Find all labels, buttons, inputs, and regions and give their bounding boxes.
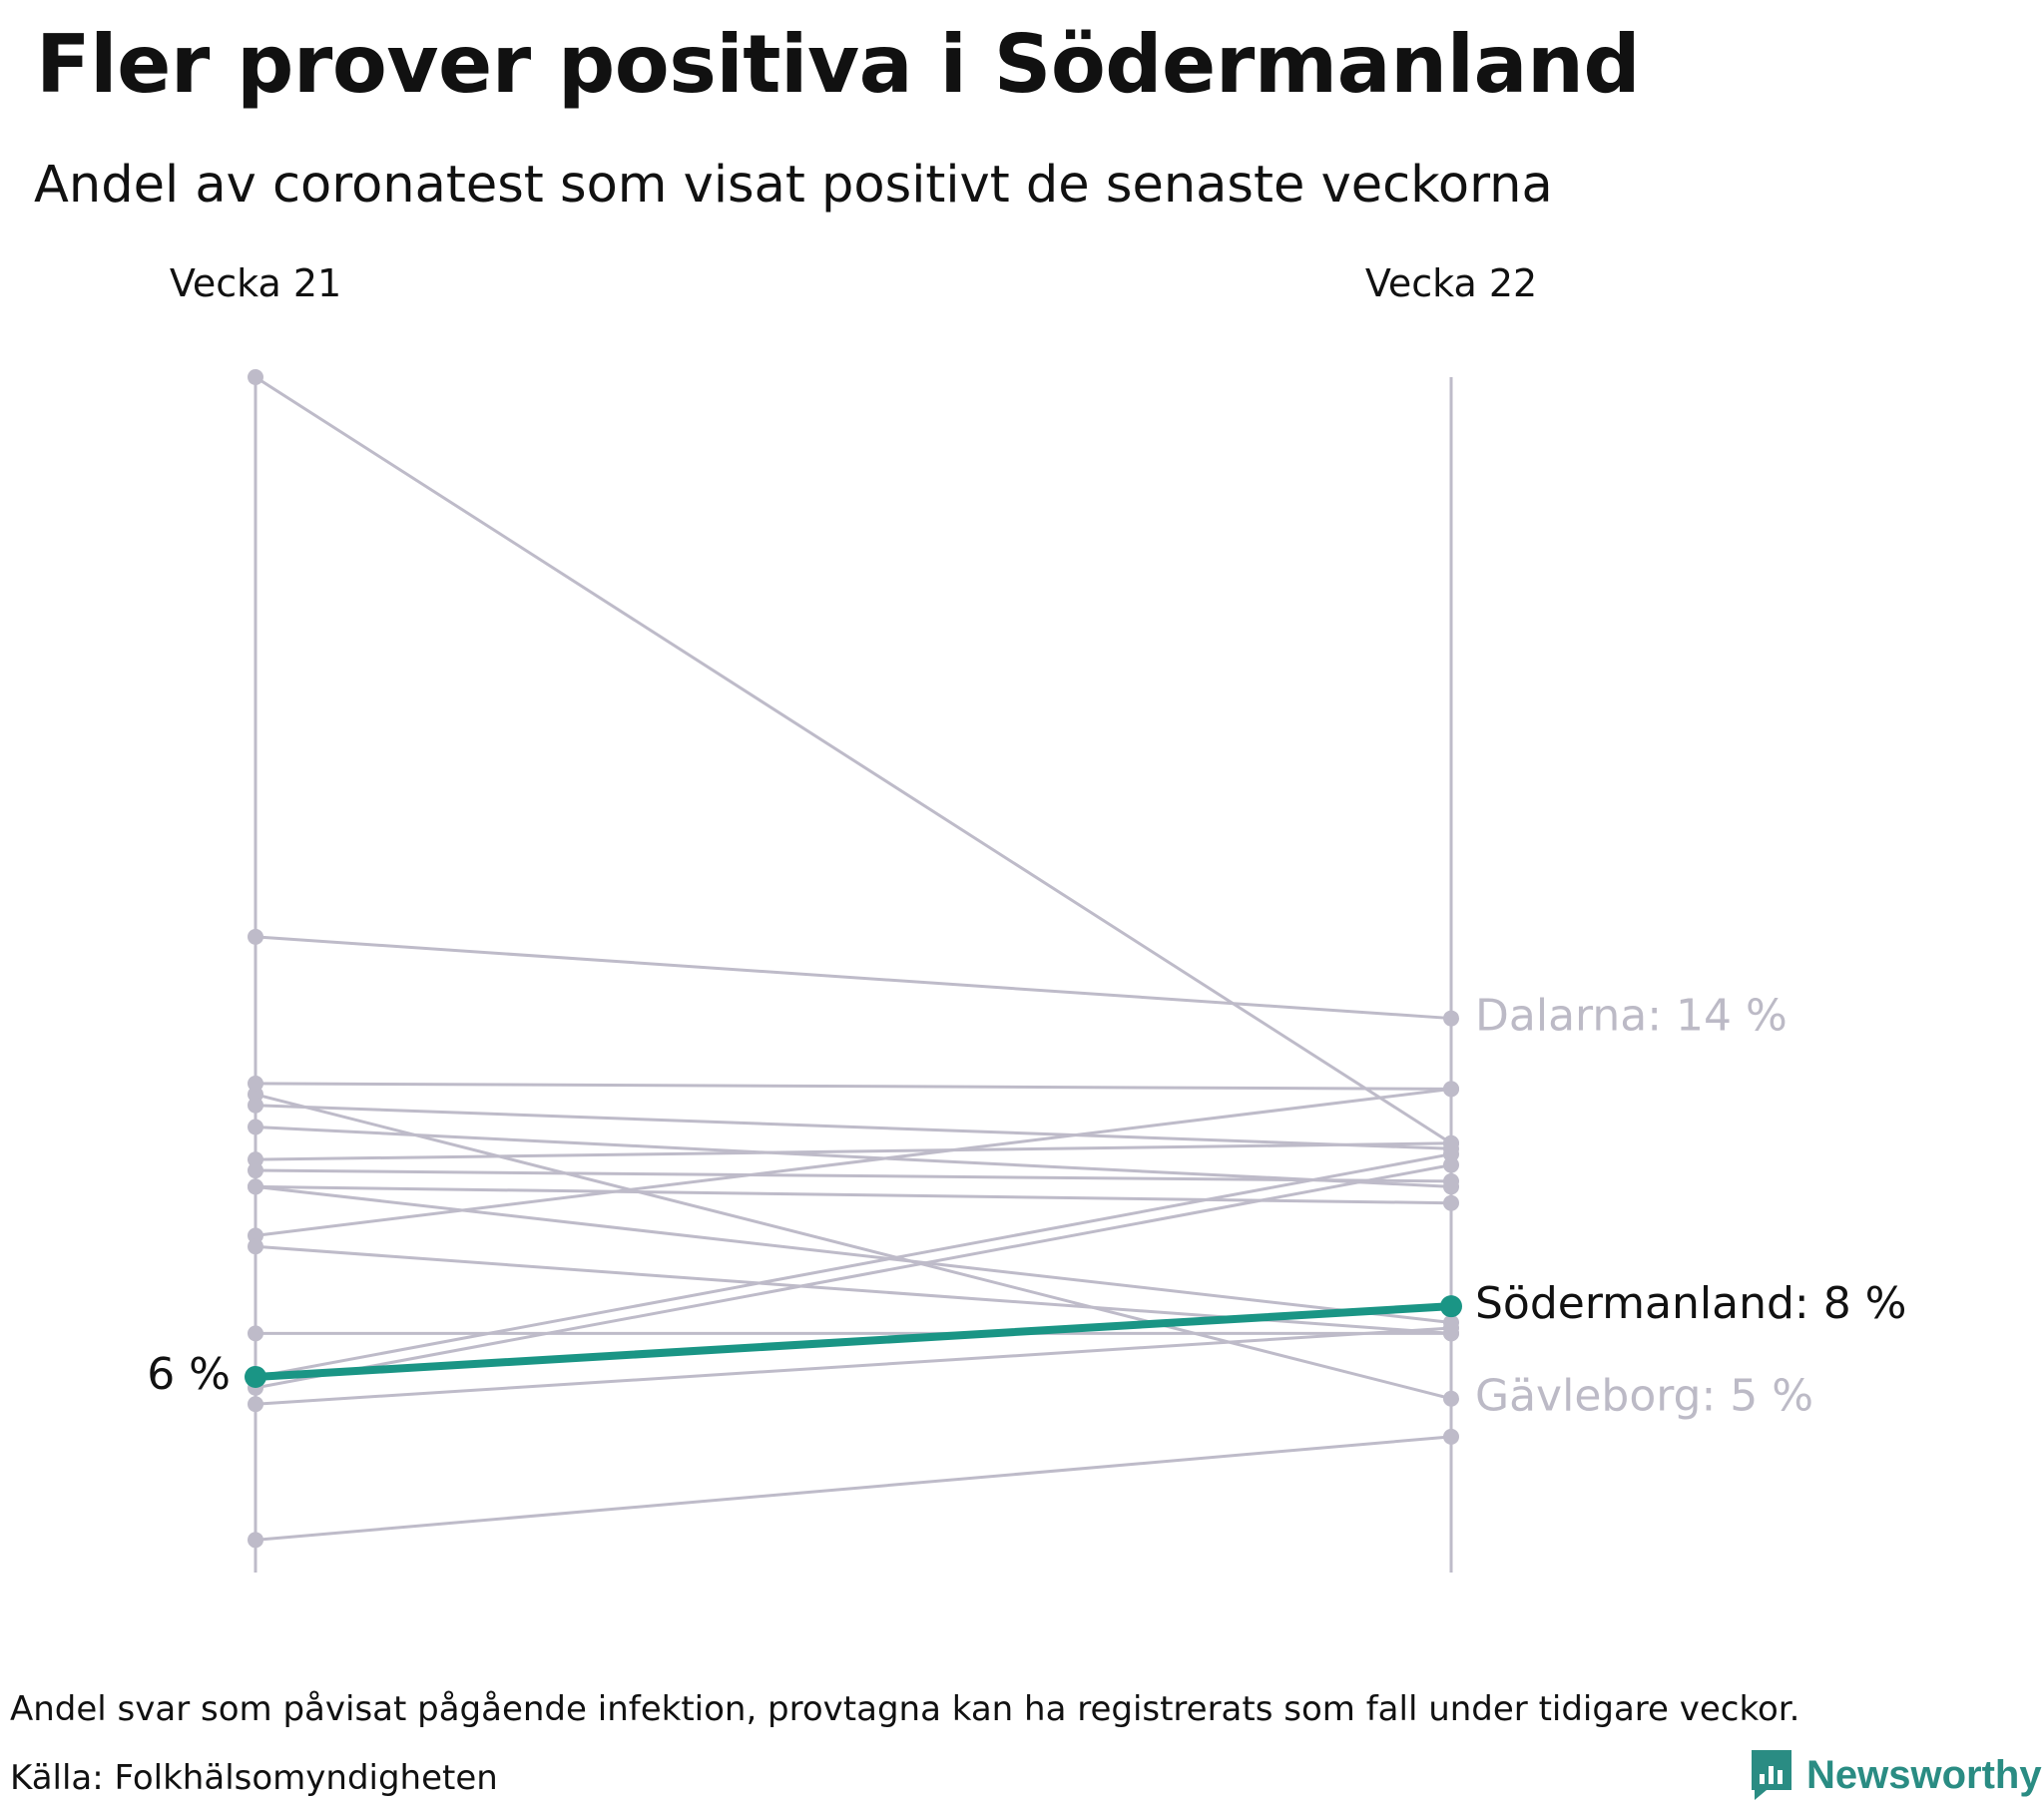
slope-line bbox=[255, 1326, 1452, 1406]
start-point bbox=[248, 369, 263, 385]
start-point bbox=[248, 1075, 263, 1092]
series-line-sodermanland bbox=[245, 1295, 1462, 1388]
slope-line bbox=[255, 1184, 1452, 1205]
end-point bbox=[1443, 1428, 1459, 1445]
highlight-slope-line bbox=[252, 1302, 1455, 1381]
slope-line bbox=[255, 1163, 1452, 1390]
slope-line bbox=[255, 1184, 1452, 1324]
series-line-16 bbox=[248, 1319, 1459, 1413]
slope-line bbox=[255, 935, 1452, 1021]
slope-line bbox=[255, 375, 1452, 1145]
start-point bbox=[248, 1097, 263, 1114]
source-line: Källa: Folkhälsomyndigheten bbox=[10, 1758, 498, 1798]
start-point bbox=[248, 1325, 263, 1342]
series-line-14 bbox=[248, 1145, 1459, 1385]
end-point bbox=[1443, 1194, 1459, 1211]
end-point bbox=[1443, 1319, 1459, 1336]
slope-line bbox=[255, 1082, 1452, 1091]
end-point bbox=[1443, 1156, 1459, 1173]
slope-line bbox=[255, 1435, 1452, 1542]
series-line-17 bbox=[248, 1428, 1459, 1549]
series-line-11 bbox=[248, 1081, 1459, 1244]
end-point bbox=[1443, 1172, 1459, 1189]
highlight-start-label: 6 % bbox=[147, 1349, 231, 1400]
start-point bbox=[248, 928, 263, 945]
series-line-5 bbox=[248, 1097, 1459, 1157]
column-label-week-22: Vecka 22 bbox=[1365, 261, 1537, 305]
end-point bbox=[1443, 1010, 1459, 1027]
highlight-start-point bbox=[245, 1365, 266, 1388]
column-label-week-21: Vecka 21 bbox=[170, 261, 341, 305]
series-line-15 bbox=[248, 1156, 1459, 1396]
start-point bbox=[248, 1238, 263, 1255]
end-point bbox=[1443, 1081, 1459, 1098]
start-point bbox=[248, 1532, 263, 1549]
series-line-2 bbox=[248, 928, 1459, 1027]
brand-name: Newsworthy bbox=[1806, 1752, 2042, 1797]
slope-line bbox=[255, 1087, 1452, 1237]
series-line-8 bbox=[248, 1162, 1459, 1189]
slope-line bbox=[255, 1093, 1452, 1401]
footnote: Andel svar som påvisat pågående infektio… bbox=[10, 1689, 1800, 1729]
slope-chart: Vecka 21 Vecka 22 6 % Södermanland: 8 % Da… bbox=[147, 261, 1906, 1573]
slope-line bbox=[255, 1141, 1452, 1161]
end-label-gvleborg: Gävleborg: 5 % bbox=[1475, 1371, 1813, 1422]
slope-line bbox=[255, 1125, 1452, 1188]
end-label-dalarna: Dalarna: 14 % bbox=[1475, 991, 1788, 1042]
start-point bbox=[248, 1396, 263, 1413]
chart-subtitle: Andel av coronatest som visat positivt d… bbox=[34, 156, 1553, 215]
slope-line bbox=[255, 1168, 1452, 1183]
start-point bbox=[248, 1119, 263, 1135]
start-point bbox=[248, 1178, 263, 1195]
end-point bbox=[1443, 1390, 1459, 1407]
highlight-end-label: Södermanland: 8 % bbox=[1475, 1278, 1906, 1329]
slope-line bbox=[255, 1104, 1452, 1150]
highlight-end-point bbox=[1440, 1295, 1462, 1318]
bar-chart-icon bbox=[1752, 1750, 1791, 1800]
slope-line bbox=[255, 1152, 1452, 1379]
series-line-1 bbox=[248, 369, 1459, 1151]
newsworthy-logo: Newsworthy bbox=[1749, 1744, 2042, 1806]
series-line-4 bbox=[248, 1075, 1459, 1098]
chart-title: Fler prover positiva i Södermanland bbox=[36, 18, 1641, 111]
start-point bbox=[248, 1162, 263, 1179]
